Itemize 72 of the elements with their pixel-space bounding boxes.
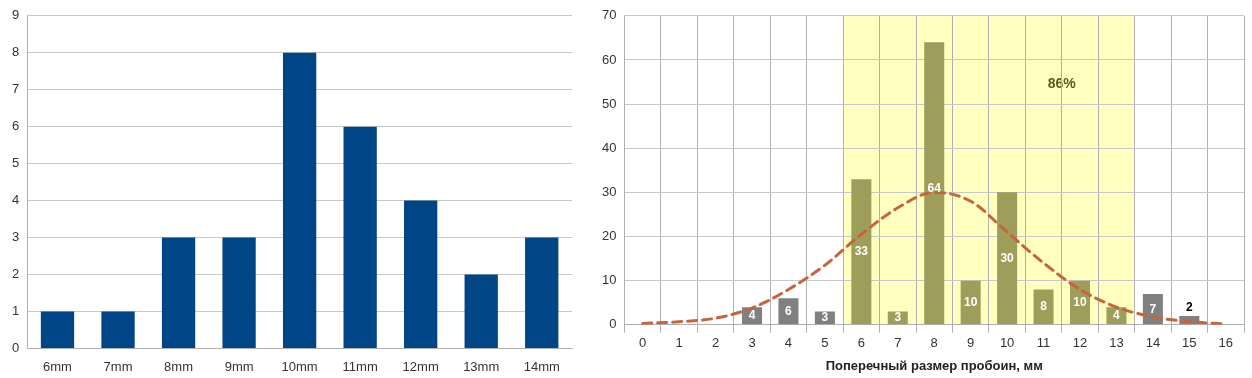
y-tick-label: 5: [12, 155, 20, 171]
x-tick-label: 15: [1182, 335, 1197, 351]
y-tick-label: 60: [601, 51, 617, 67]
x-tick-label: 16: [1218, 335, 1234, 351]
y-tick-label: 70: [601, 7, 617, 23]
x-tick-label: 12mm: [402, 358, 439, 374]
data-label: 3: [894, 310, 902, 325]
y-tick-label: 10: [601, 272, 617, 288]
x-tick-label: 7: [894, 335, 902, 351]
bar: [40, 311, 75, 348]
y-tick-label: 9: [12, 7, 20, 23]
data-label: 4: [748, 308, 756, 323]
x-tick-label: 14mm: [523, 358, 560, 374]
data-label: 10: [1073, 295, 1087, 310]
x-tick-label: 8: [930, 335, 938, 351]
data-label: 4: [1113, 308, 1121, 323]
data-label: 7: [1149, 301, 1157, 316]
bar: [343, 126, 377, 348]
x-tick-label: 13mm: [463, 358, 500, 374]
x-tick-label: 3: [748, 335, 756, 351]
x-tick-label: 0: [639, 335, 647, 351]
x-tick-label: 7mm: [103, 358, 133, 374]
y-tick-label: 6: [12, 118, 20, 134]
bar: [924, 42, 945, 325]
y-tick-label: 2: [12, 266, 20, 282]
x-tick-label: 10mm: [281, 358, 318, 374]
y-tick-label: 7: [12, 81, 20, 97]
x-tick-label: 1: [675, 335, 683, 351]
bar: [997, 192, 1018, 325]
x-tick-label: 11mm: [342, 358, 378, 374]
bar: [404, 200, 438, 348]
y-tick-label: 0: [609, 316, 617, 332]
bar: [282, 52, 317, 348]
x-tick-label: 4: [784, 335, 793, 351]
data-label: 6: [785, 303, 793, 318]
bar: [464, 274, 498, 348]
x-tick-label: 10: [999, 335, 1015, 351]
y-tick-label: 4: [12, 192, 20, 208]
y-tick-label: 3: [12, 229, 20, 245]
data-label: 8: [1040, 299, 1048, 314]
data-label: 30: [1000, 250, 1015, 265]
data-label: 3: [821, 310, 829, 325]
y-tick-label: 1: [12, 303, 20, 319]
y-tick-label: 50: [601, 95, 617, 111]
x-tick-label: 9: [967, 335, 975, 351]
x-tick-label: 12: [1072, 335, 1088, 351]
x-axis-title: Поперечный размер пробоин, мм: [825, 357, 1043, 373]
y-tick-label: 20: [601, 228, 617, 244]
x-tick-label: 11: [1036, 335, 1051, 351]
x-tick-label: 5: [821, 335, 829, 351]
data-label: 64: [927, 181, 942, 196]
bar: [161, 237, 196, 348]
y-tick-label: 8: [12, 44, 20, 60]
bar: [525, 237, 559, 348]
x-tick-label: 6mm: [43, 358, 72, 374]
y-tick-label: 40: [601, 139, 617, 155]
bar: [222, 237, 256, 348]
data-label: 33: [854, 244, 869, 259]
data-label: 2: [1185, 300, 1193, 315]
band-label: 86%: [1047, 74, 1077, 91]
x-tick-label: 14: [1145, 335, 1161, 351]
y-tick-label: 30: [601, 183, 617, 199]
bar: [778, 298, 799, 325]
x-tick-label: 8mm: [164, 358, 193, 374]
data-label: 10: [963, 295, 978, 310]
bar: [1033, 289, 1054, 325]
bar: [851, 179, 872, 325]
x-tick-label: 13: [1109, 335, 1124, 351]
x-tick-label: 9mm: [224, 358, 254, 374]
bar: [101, 311, 135, 348]
x-tick-label: 2: [711, 335, 720, 351]
x-tick-label: 6: [857, 335, 865, 351]
